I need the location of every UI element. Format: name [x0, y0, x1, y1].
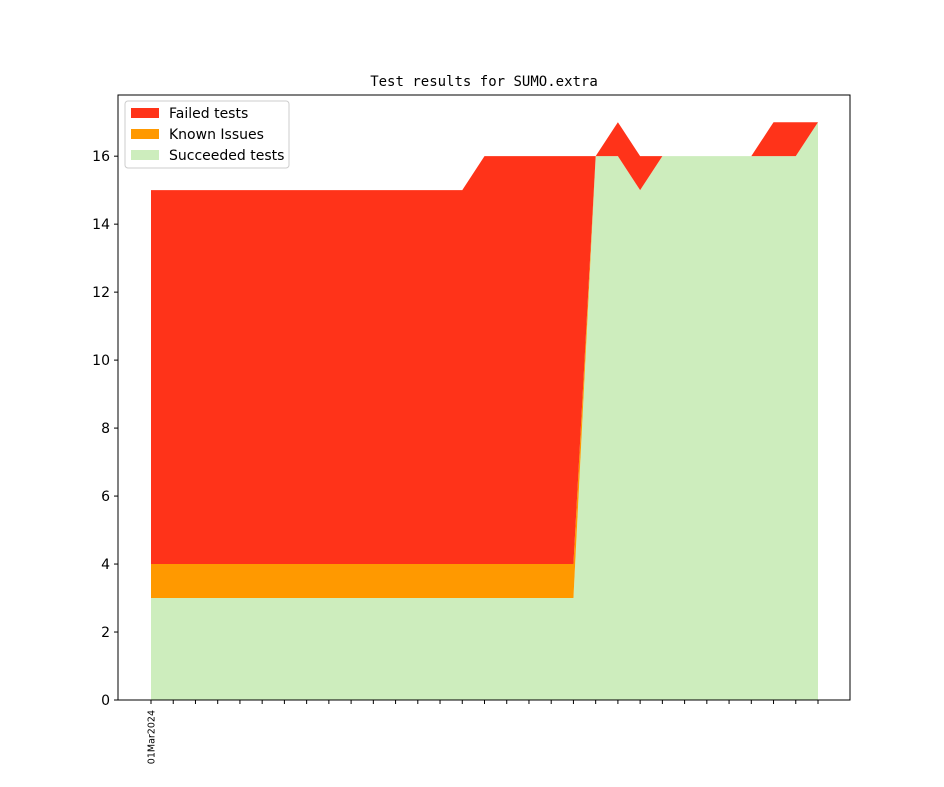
- legend-swatch-known-issues: [131, 129, 159, 139]
- y-tick-label: 4: [101, 557, 110, 573]
- area-succeeded-tests: [151, 122, 818, 700]
- y-tick-label: 0: [101, 693, 110, 709]
- y-tick-label: 16: [92, 149, 110, 165]
- legend: Failed tests Known Issues Succeeded tests: [124, 100, 290, 169]
- y-tick-label: 10: [92, 353, 110, 369]
- x-axis: 01Mar2024: [147, 700, 819, 764]
- legend-label-failed-tests: Failed tests: [169, 106, 248, 122]
- legend-label-succeeded-tests: Succeeded tests: [169, 148, 284, 164]
- legend-box: [124, 100, 290, 169]
- y-tick-label: 6: [101, 489, 110, 505]
- legend-label-known-issues: Known Issues: [169, 127, 264, 143]
- legend-swatch-failed-tests: [131, 108, 159, 118]
- area-series-group: [151, 122, 818, 700]
- y-tick-label: 12: [92, 285, 110, 301]
- y-tick-label: 14: [92, 217, 110, 233]
- x-tick-label: 01Mar2024: [147, 710, 158, 764]
- area-failed-tests: [151, 122, 818, 565]
- y-tick-label: 8: [101, 421, 110, 437]
- legend-swatch-succeeded-tests: [131, 150, 159, 160]
- plot-frame: [117, 94, 851, 701]
- chart-title: Test results for SUMO.extra: [370, 74, 598, 90]
- y-tick-label: 2: [101, 625, 110, 641]
- y-axis: 0 2 4 6 8 10 12 14 16: [92, 149, 118, 709]
